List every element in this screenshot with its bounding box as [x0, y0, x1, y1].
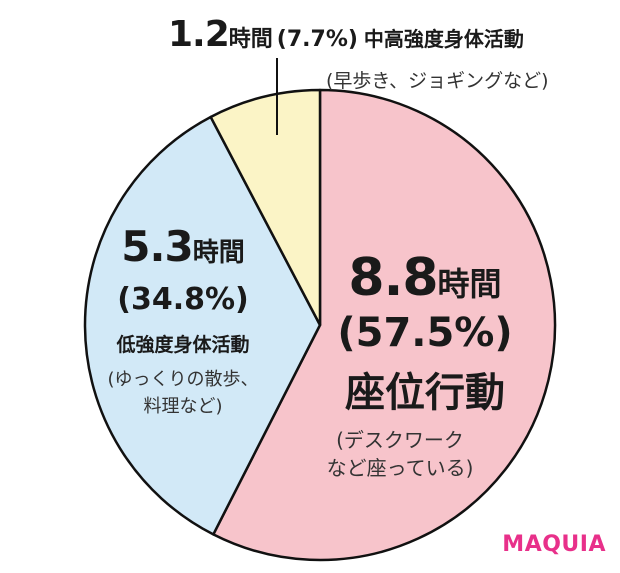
light-category-label: 低強度身体活動	[116, 334, 250, 356]
pie-slice-moderate	[209, 88, 322, 327]
sedentary-hours-label: 8.8時間	[348, 248, 502, 308]
moderate-example: (早歩き、ジョギングなど)	[326, 70, 549, 92]
sedentary-percent-label: (57.5%)	[337, 310, 513, 356]
light-percent-label: (34.8%)	[117, 282, 249, 317]
light-hours-label: 5.3時間	[121, 222, 245, 271]
light-example-line2: 料理など)	[143, 396, 223, 417]
sedentary-category-label: 座位行動	[345, 370, 505, 416]
light-example-line1: (ゆっくりの散歩、	[107, 369, 259, 390]
pie-slice-light	[83, 115, 322, 536]
sedentary-example-line2: など座っている)	[326, 456, 474, 480]
moderate-label: 1.2時間 (7.7%) 中高強度身体活動	[168, 14, 524, 55]
sedentary-example-line1: (デスクワーク	[336, 428, 464, 452]
pie-slice-sedentary	[212, 88, 557, 562]
brand-logo: MAQUIA	[502, 532, 606, 557]
